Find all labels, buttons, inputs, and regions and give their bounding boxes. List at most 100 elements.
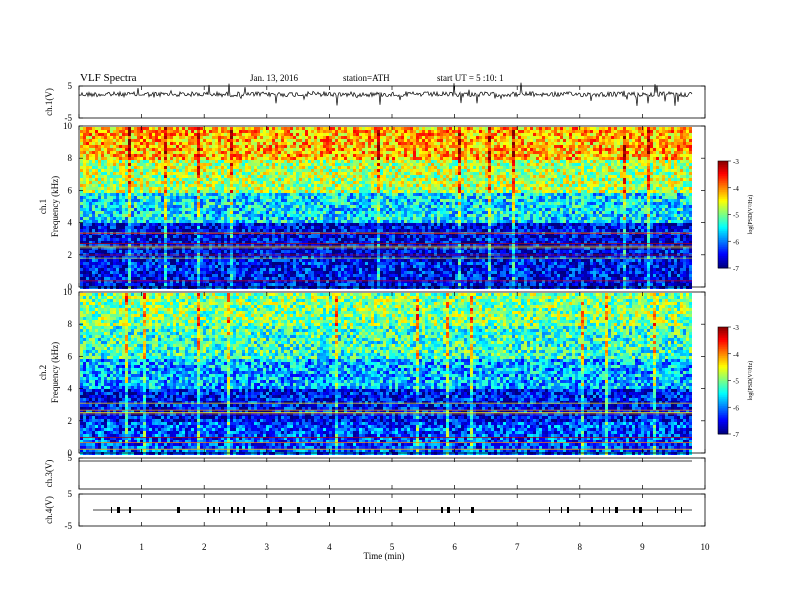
spectrogram-cell [131,184,134,187]
spectrogram-cell [116,238,119,241]
spectrogram-cell [152,238,155,241]
spectrogram-cell [110,175,113,178]
spectrogram-cell [86,151,89,154]
spectrogram-cell [134,253,137,256]
spectrogram-cell [152,250,155,253]
spectrogram-cell [128,265,131,268]
spectrogram-cell [158,253,161,256]
spectrogram-cell [161,235,164,238]
spectrogram-cell [158,169,161,172]
spectrogram-cell [101,190,104,193]
spectrogram-cell [140,142,143,145]
spectrogram-cell [128,274,131,277]
spectrogram-cell [146,217,149,220]
spectrogram-cell [119,175,122,178]
spectrogram-cell [122,211,125,214]
spectrogram-cell [122,151,125,154]
spectrogram-cell [104,139,107,142]
spectrogram-cell [122,229,125,232]
spectrogram-cell [89,286,92,289]
spectrogram-cell [83,154,86,157]
spectrogram-cell [104,286,107,289]
spectrogram-cell [158,142,161,145]
spectrogram-cell [158,178,161,181]
spectrogram-cell [158,271,161,274]
spectrogram-cell [80,211,83,214]
spectrogram-cell [113,151,116,154]
spectrogram-cell [104,157,107,160]
spectrogram-cell [125,163,128,166]
spectrogram-cell [86,268,89,271]
spectrogram-cell [89,148,92,151]
spectrogram-cell [116,142,119,145]
spectrogram-cell [113,160,116,163]
spectrogram-cell [83,286,86,289]
spectrogram-cell [89,199,92,202]
spectrogram-cell [149,133,152,136]
spectrogram-cell [140,178,143,181]
spectrogram-cell [161,202,164,205]
spectrogram-cell [146,157,149,160]
spectrogram-cell [83,253,86,256]
spectrogram-cell [104,235,107,238]
spectrogram-cell [80,199,83,202]
spectrogram-cell [137,238,140,241]
spectrogram-cell [119,247,122,250]
spectrogram-cell [89,247,92,250]
spectrogram-cell [146,199,149,202]
spectrogram-cell [146,277,149,280]
spectrogram-cell [155,265,158,268]
spectrogram-cell [137,220,140,223]
spectrogram-cell [152,187,155,190]
spectrogram-cell [149,127,152,130]
spectrogram-cell [95,181,98,184]
spectrogram-cell [134,157,137,160]
spectrogram-cell [140,205,143,208]
spectrogram-cell [80,205,83,208]
spectrogram-cell [167,169,170,172]
spectrogram-cell [152,274,155,277]
spectrogram-cell [98,253,101,256]
spectrogram-cell [119,145,122,148]
spectrogram-cell [155,274,158,277]
spectrogram-cell [92,175,95,178]
spectrogram-cell [119,166,122,169]
spectrogram-cell [98,160,101,163]
spectrogram-cell [116,286,119,289]
spectrogram-cell [119,211,122,214]
spectrogram-cell [86,133,89,136]
spectrogram-cell [149,154,152,157]
spectrogram-cell [80,265,83,268]
spectrogram-cell [164,148,167,151]
spectrogram-cell [137,250,140,253]
spectrogram-cell [125,127,128,130]
spectrogram-cell [131,142,134,145]
spectrogram-cell [149,163,152,166]
spectrogram-cell [119,199,122,202]
spectrogram-cell [86,283,89,286]
spectrogram-cell [134,133,137,136]
spectrogram-cell [149,256,152,259]
spectrogram-cell [155,202,158,205]
spectrogram-cell [143,274,146,277]
spectrogram-cell [161,268,164,271]
spectrogram-cell [149,277,152,280]
spectrogram-cell [92,154,95,157]
spectrogram-cell [149,217,152,220]
spectrogram-cell [122,184,125,187]
spectrogram-cell [152,247,155,250]
spectrogram-cell [116,250,119,253]
spectrogram-cell [86,193,89,196]
spectrogram-cell [167,229,170,232]
spectrogram-cell [122,127,125,130]
spectrogram-cell [131,274,134,277]
spectrogram-cell [107,247,110,250]
spectrogram-cell [140,259,143,262]
spectrogram-cell [92,256,95,259]
spectrogram-cell [104,181,107,184]
spectrogram-cell [92,178,95,181]
spectrogram-cell [113,253,116,256]
spectrogram-cell [155,277,158,280]
spectrogram-cell [131,199,134,202]
spectrogram-cell [134,160,137,163]
